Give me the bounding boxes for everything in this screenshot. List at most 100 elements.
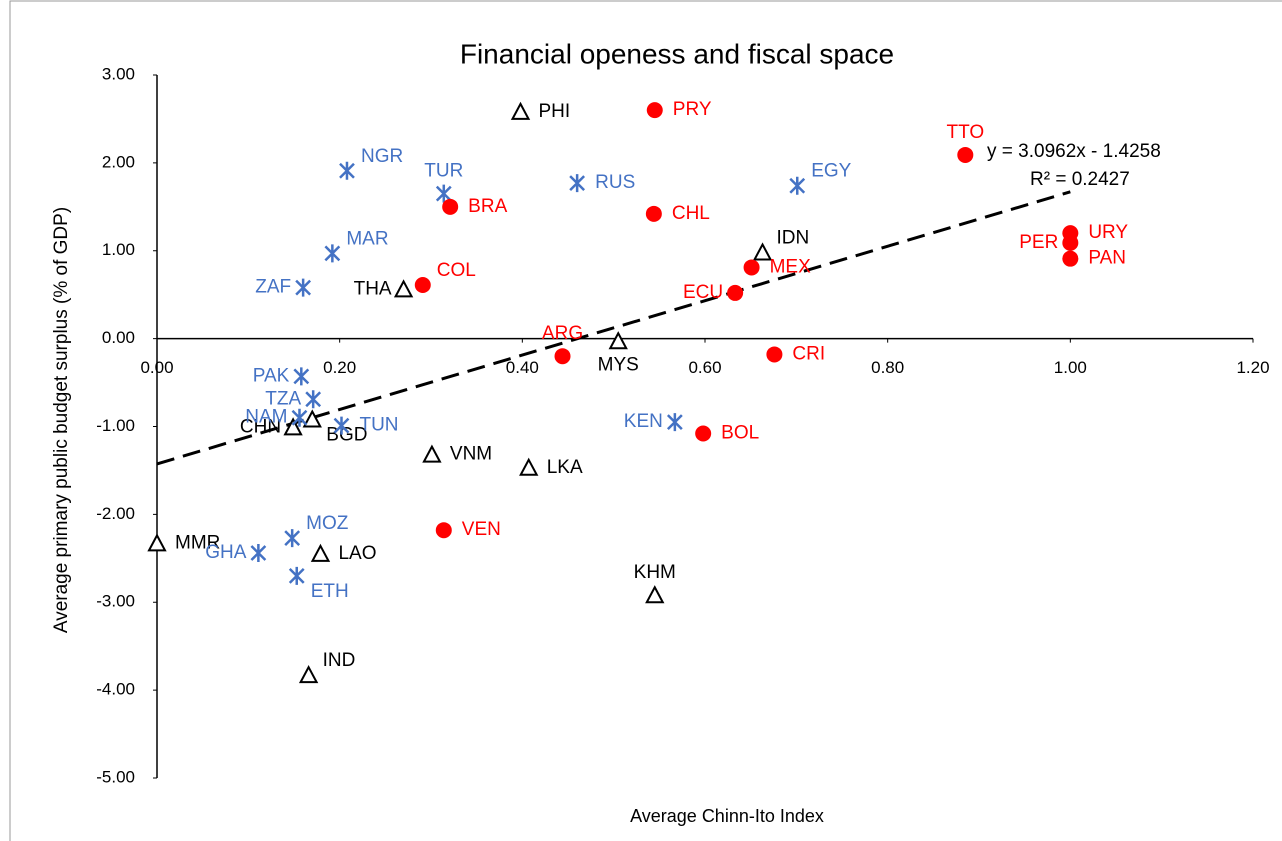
trendline-equation: y = 3.0962x - 1.4258 — [987, 141, 1161, 162]
point-label: ARG — [542, 323, 583, 344]
point — [147, 533, 167, 552]
point-label: PRY — [673, 99, 712, 120]
x-tick-label: 0.40 — [506, 358, 539, 377]
y-tick-label: 0.00 — [102, 328, 135, 347]
point — [569, 174, 586, 193]
point-label: BOL — [721, 423, 759, 444]
point — [393, 279, 414, 298]
point — [305, 390, 322, 409]
point — [414, 277, 431, 294]
point-label: CRI — [792, 343, 825, 364]
point — [333, 416, 350, 435]
x-tick-label: 0.00 — [140, 358, 173, 377]
y-tick-label: -5.00 — [96, 767, 135, 786]
point-label: PAK — [253, 365, 290, 386]
y-tick-label: 2.00 — [102, 152, 135, 171]
x-tick-label: 0.60 — [688, 358, 721, 377]
x-tick-label: 0.20 — [323, 358, 356, 377]
point-label: VEN — [462, 519, 501, 540]
point — [288, 566, 305, 585]
point — [789, 176, 806, 195]
point-label: PER — [1019, 232, 1058, 253]
point-label: ECU — [683, 282, 723, 303]
point-label: ETH — [311, 581, 349, 602]
point-label: IDN — [777, 228, 810, 249]
point — [646, 102, 663, 119]
point — [766, 346, 783, 363]
point-label: NGR — [361, 146, 403, 167]
point — [752, 242, 773, 261]
point — [645, 585, 665, 604]
point-label: MMR — [175, 532, 220, 553]
point — [743, 259, 760, 276]
point — [442, 198, 459, 215]
point-label: MYS — [598, 354, 639, 375]
point-label: MAR — [346, 228, 388, 249]
point-label: THA — [354, 278, 392, 299]
point — [554, 348, 571, 365]
y-tick-label: 1.00 — [102, 240, 135, 259]
y-axis-label: Average primary public budget surplus (%… — [51, 207, 72, 633]
point — [435, 522, 452, 539]
point — [339, 161, 355, 180]
point-label: LAO — [338, 543, 376, 564]
point — [310, 543, 331, 562]
point — [435, 184, 452, 203]
x-tick-label: 1.00 — [1054, 358, 1087, 377]
point — [727, 284, 744, 301]
point-label: PHI — [539, 101, 571, 122]
point-label: URY — [1088, 222, 1128, 243]
point-label: KHM — [634, 562, 676, 583]
y-tick-label: 3.00 — [102, 64, 135, 83]
chart-title: Financial openess and fiscal space — [460, 38, 894, 69]
point-label: MOZ — [306, 513, 349, 534]
point-label: TTO — [946, 122, 984, 143]
point — [510, 101, 531, 120]
point — [291, 408, 308, 427]
point — [250, 544, 267, 563]
x-tick-label: 0.80 — [871, 358, 904, 377]
point-label: CHL — [672, 203, 710, 224]
point — [519, 457, 539, 476]
point-label: COL — [437, 260, 476, 281]
point-label: CHN — [240, 416, 281, 437]
point-label: ZAF — [255, 277, 291, 298]
point — [422, 444, 442, 463]
point — [1062, 250, 1079, 267]
point — [298, 665, 319, 684]
point-label: IND — [323, 650, 356, 671]
point-label: MEX — [770, 256, 812, 277]
point-label: TUN — [359, 415, 398, 436]
point-label: NAM — [245, 407, 287, 428]
point-label: BRA — [468, 196, 507, 217]
point — [695, 425, 712, 442]
point-label: LKA — [547, 457, 583, 478]
x-axis-label: Average Chinn-Ito Index — [630, 806, 824, 826]
point-label: GHA — [205, 542, 247, 563]
point-label: EGY — [811, 161, 851, 182]
y-tick-label: -4.00 — [96, 680, 135, 699]
y-tick-label: -2.00 — [96, 504, 135, 523]
point — [324, 244, 341, 263]
trendline — [156, 190, 1071, 466]
point-label: TUR — [424, 161, 463, 182]
point-label: PAN — [1088, 248, 1126, 269]
y-tick-label: -1.00 — [96, 416, 135, 435]
y-tick-label: -3.00 — [96, 592, 135, 611]
point — [645, 205, 662, 222]
point — [302, 409, 322, 428]
trendline-r2: R² = 0.2427 — [1030, 169, 1130, 190]
point — [608, 331, 628, 350]
x-tick-label: 1.20 — [1236, 358, 1269, 377]
point — [957, 146, 974, 163]
point-label: RUS — [595, 172, 635, 193]
point — [293, 367, 310, 386]
point — [284, 529, 301, 548]
chart-border — [9, 0, 1282, 841]
point-label: KEN — [624, 411, 663, 432]
point — [295, 278, 312, 297]
point-label: VNM — [450, 444, 492, 465]
point — [666, 413, 683, 432]
point — [283, 417, 303, 436]
